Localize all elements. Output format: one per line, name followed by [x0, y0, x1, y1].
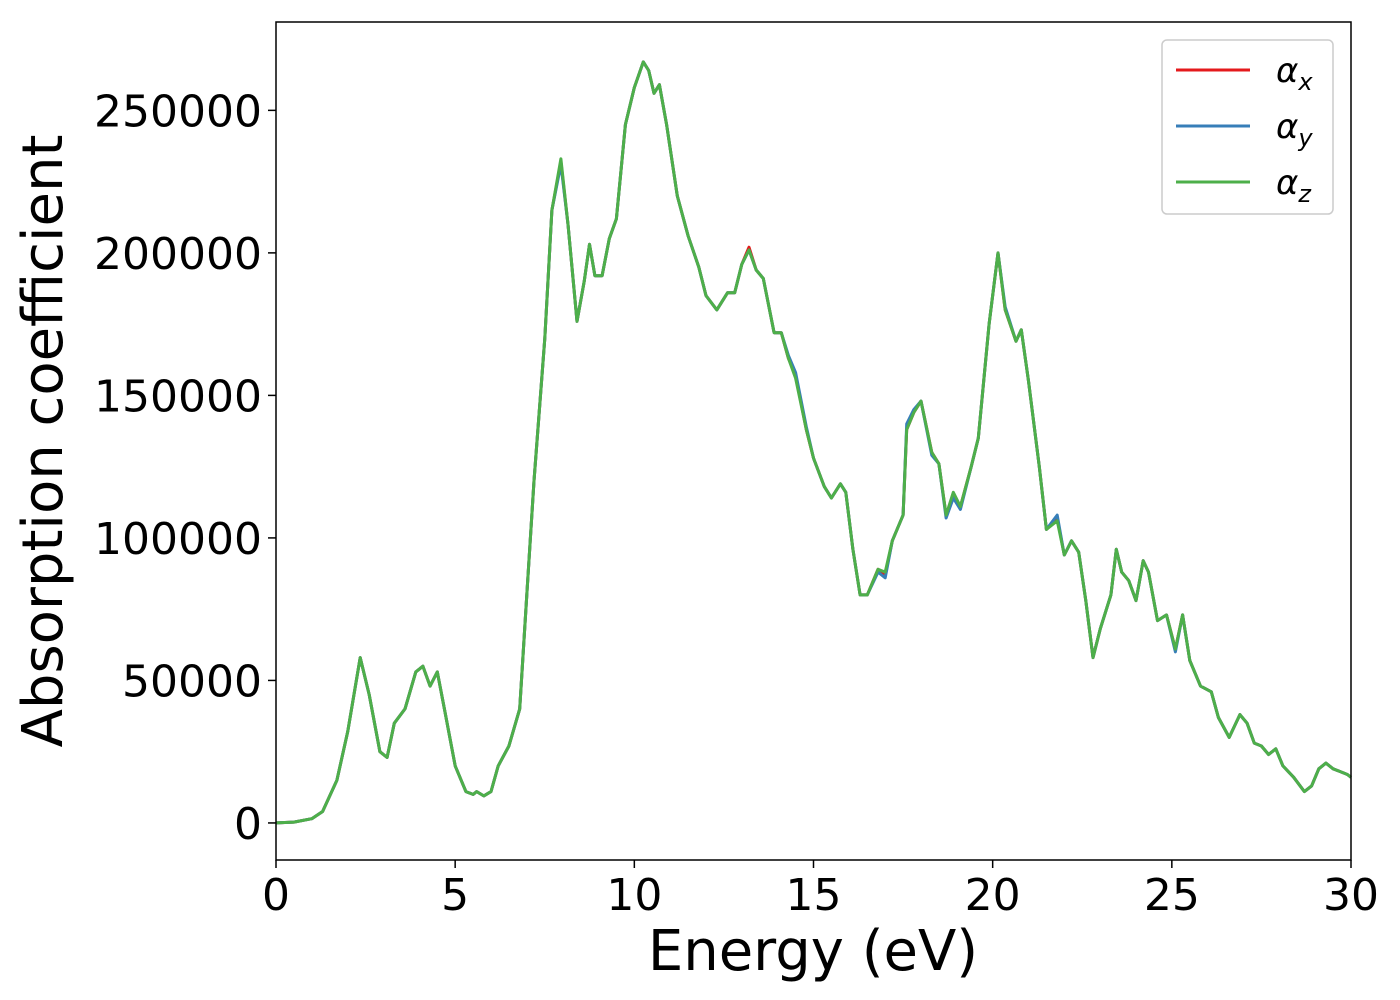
y-tick-label: 250000	[94, 86, 262, 137]
legend: αx αy αz	[1161, 39, 1334, 215]
y-axis-label: Absorption coefficient	[11, 135, 76, 748]
x-tick-label: 5	[441, 870, 469, 921]
series-line	[275, 60, 1352, 825]
y-tick-label: 150000	[94, 371, 262, 422]
x-tick-label: 20	[965, 870, 1021, 921]
legend-label: αy	[1276, 107, 1313, 152]
x-tick-label: 15	[786, 870, 842, 921]
x-tick-label: 30	[1323, 870, 1379, 921]
plot-frame	[275, 21, 1352, 861]
y-tick-label: 100000	[94, 514, 262, 565]
x-axis-label: Energy (eV)	[648, 919, 978, 984]
legend-label: αx	[1276, 51, 1313, 96]
legend-label: αz	[1276, 163, 1312, 208]
y-tick-label: 0	[234, 799, 262, 850]
x-tick-label: 25	[1144, 870, 1200, 921]
x-tick-label: 0	[262, 870, 290, 921]
y-tick-label: 50000	[122, 656, 262, 707]
x-tick-label: 10	[606, 870, 662, 921]
y-tick-label: 200000	[94, 229, 262, 280]
